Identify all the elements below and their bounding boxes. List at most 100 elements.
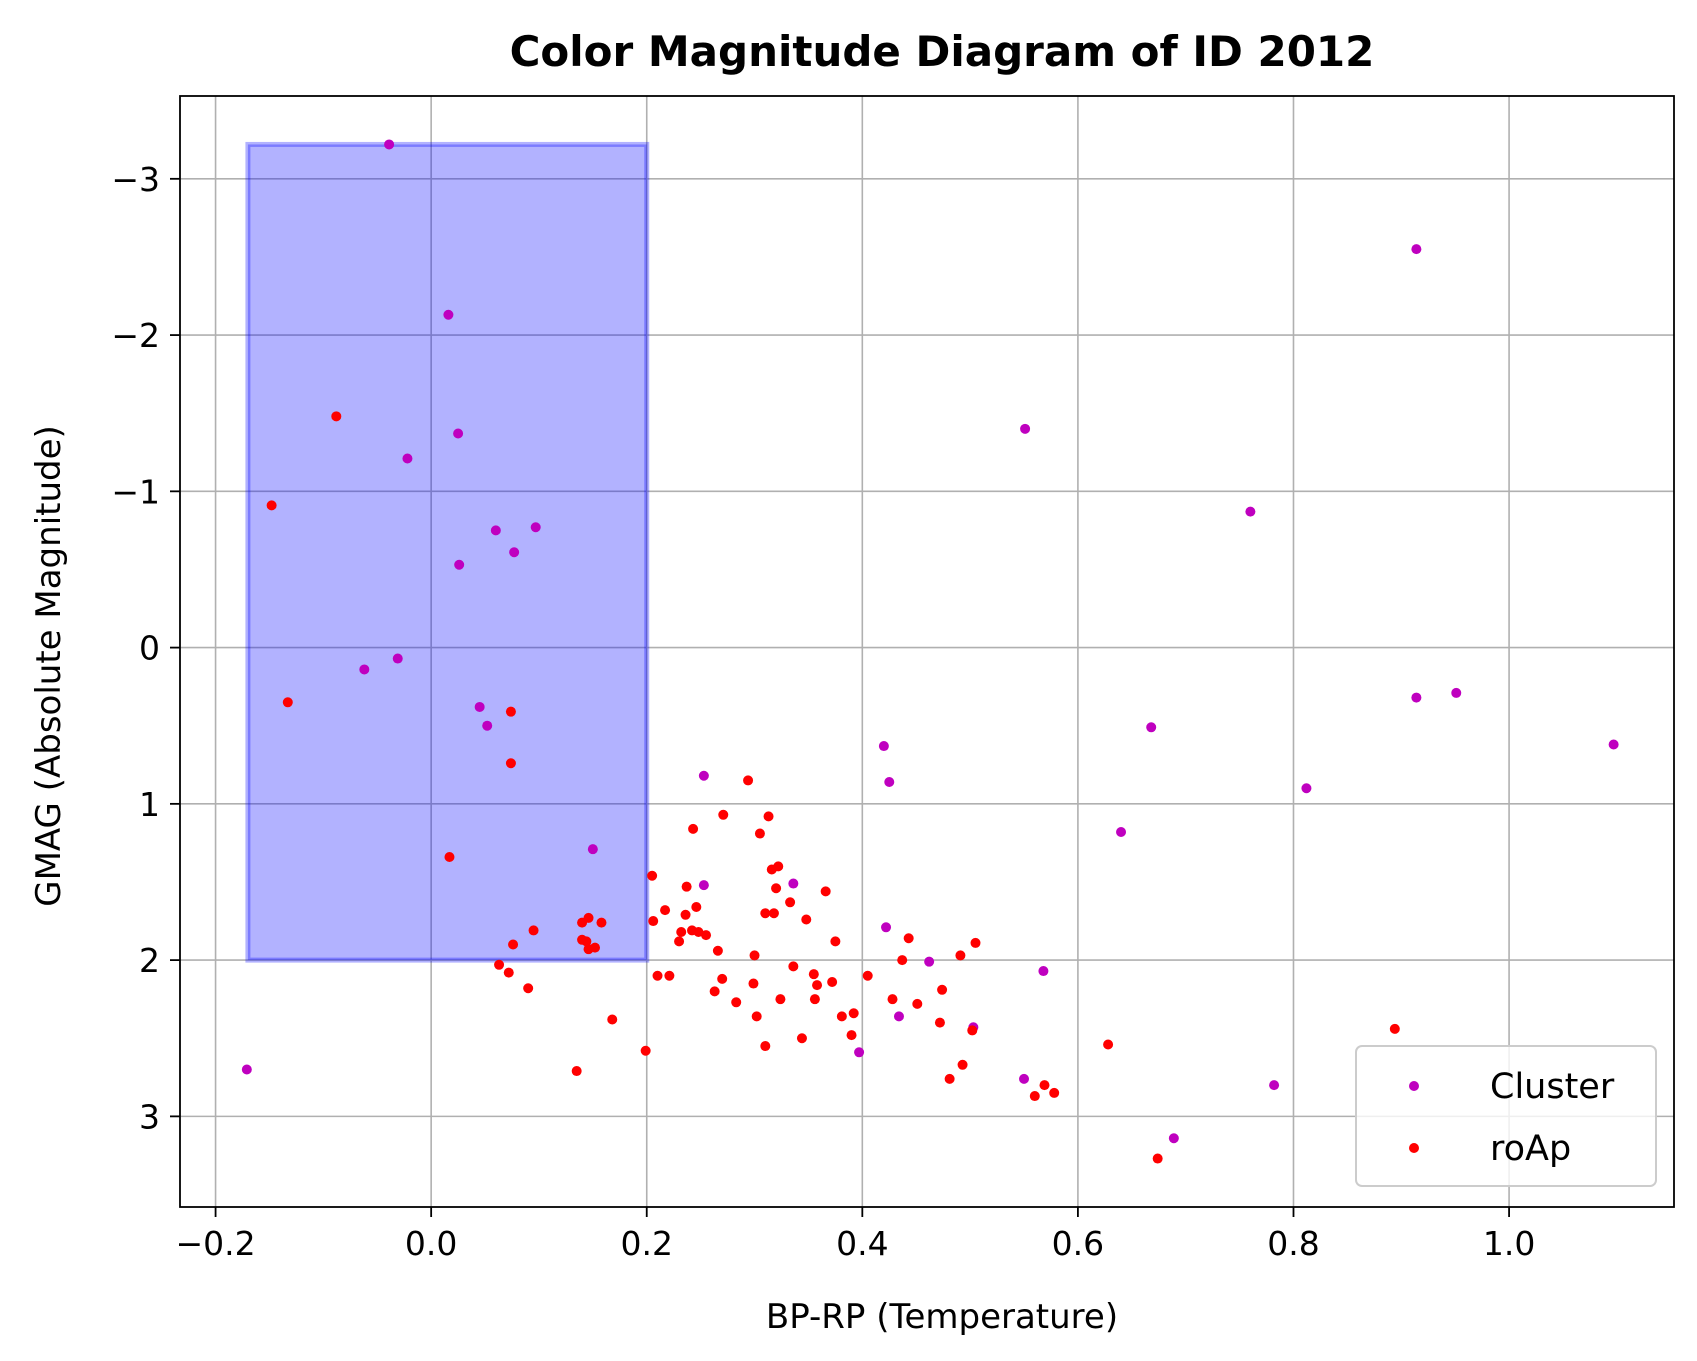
data-point-roap xyxy=(647,870,658,881)
data-point-roap xyxy=(505,706,516,717)
data-point-roap xyxy=(812,980,823,991)
data-point-roap xyxy=(751,1011,762,1022)
y-tick-label: −1 xyxy=(111,472,160,511)
data-point-cluster xyxy=(384,139,395,150)
data-point-roap xyxy=(709,986,720,997)
chart-title: Color Magnitude Diagram of ID 2012 xyxy=(510,27,1375,76)
data-point-roap xyxy=(523,983,534,994)
data-point-roap xyxy=(648,916,659,927)
data-point-cluster xyxy=(698,880,709,891)
y-axis-ticks: −3 −2 −1 0 1 2 3 xyxy=(111,160,180,1136)
data-point-roap xyxy=(701,930,712,941)
data-point-roap xyxy=(282,697,293,708)
y-axis-label: GMAG (Absolute Magnitude) xyxy=(29,425,69,907)
x-tick-label: 0.0 xyxy=(405,1224,457,1263)
data-point-roap xyxy=(681,881,692,892)
data-point-roap xyxy=(674,936,685,947)
data-point-roap xyxy=(577,917,588,928)
series-roap xyxy=(266,411,1400,1164)
legend: Cluster roAp xyxy=(1355,1045,1657,1187)
data-point-roap xyxy=(581,936,592,947)
data-point-roap xyxy=(749,950,760,961)
data-points xyxy=(241,139,1619,1164)
data-point-roap xyxy=(1029,1091,1040,1102)
data-point-cluster xyxy=(1038,966,1049,977)
x-tick-label: 0.2 xyxy=(620,1224,672,1263)
data-point-cluster xyxy=(490,525,501,536)
data-point-cluster xyxy=(1269,1080,1280,1091)
data-point-roap xyxy=(1152,1153,1163,1164)
data-point-cluster xyxy=(587,844,598,855)
data-point-cluster xyxy=(878,741,889,752)
data-point-roap xyxy=(763,811,774,822)
selection-box xyxy=(245,141,650,963)
data-point-roap xyxy=(688,823,699,834)
data-point-roap xyxy=(691,901,702,912)
data-point-cluster xyxy=(924,956,935,967)
legend-marker-roap xyxy=(1409,1143,1419,1153)
data-point-roap xyxy=(1049,1087,1060,1098)
data-point-roap xyxy=(775,994,786,1005)
data-point-roap xyxy=(827,976,838,987)
x-tick-label: 0.6 xyxy=(1052,1224,1104,1263)
data-point-roap xyxy=(528,925,539,936)
data-point-roap xyxy=(680,909,691,920)
data-point-cluster xyxy=(698,770,709,781)
data-point-cluster xyxy=(359,664,370,675)
data-point-roap xyxy=(760,908,771,919)
data-point-roap xyxy=(967,1025,978,1036)
grid xyxy=(180,96,1674,1207)
data-point-roap xyxy=(640,1045,651,1056)
legend-box xyxy=(1355,1045,1657,1187)
data-point-roap xyxy=(788,961,799,972)
data-point-cluster xyxy=(1146,722,1157,733)
data-point-cluster xyxy=(474,701,485,712)
data-point-cluster xyxy=(1451,687,1462,698)
data-point-roap xyxy=(809,994,820,1005)
data-point-cluster xyxy=(884,776,895,787)
data-point-roap xyxy=(676,926,687,937)
data-point-roap xyxy=(505,758,516,769)
y-tick-label: 3 xyxy=(139,1097,160,1136)
x-axis-label: BP-RP (Temperature) xyxy=(766,1297,1118,1337)
data-point-cluster xyxy=(893,1011,904,1022)
data-point-roap xyxy=(862,970,873,981)
data-point-cluster xyxy=(241,1064,252,1075)
data-point-cluster xyxy=(788,878,799,889)
data-point-roap xyxy=(731,997,742,1008)
data-point-roap xyxy=(717,973,728,984)
data-point-roap xyxy=(848,1008,859,1019)
data-point-roap xyxy=(970,937,981,948)
data-point-roap xyxy=(771,883,782,894)
data-point-roap xyxy=(660,905,671,916)
data-point-roap xyxy=(944,1073,955,1084)
data-point-cluster xyxy=(392,653,403,664)
data-point-roap xyxy=(846,1030,857,1041)
data-point-roap xyxy=(796,1033,807,1044)
data-point-roap xyxy=(596,917,607,928)
y-tick-label: 1 xyxy=(139,785,160,824)
data-point-cluster xyxy=(443,309,454,320)
data-point-roap xyxy=(836,1011,847,1022)
data-point-roap xyxy=(955,950,966,961)
data-point-roap xyxy=(897,955,908,966)
data-point-roap xyxy=(652,970,663,981)
data-point-cluster xyxy=(530,522,541,533)
data-point-roap xyxy=(607,1014,618,1025)
data-point-roap xyxy=(571,1066,582,1077)
series-cluster xyxy=(241,139,1619,1144)
data-point-roap xyxy=(887,994,898,1005)
data-point-cluster xyxy=(1019,1073,1030,1084)
data-point-roap xyxy=(903,933,914,944)
data-point-roap xyxy=(494,959,505,970)
data-point-roap xyxy=(693,926,704,937)
data-point-cluster xyxy=(453,428,464,439)
data-point-roap xyxy=(957,1059,968,1070)
data-point-roap xyxy=(1389,1023,1400,1034)
data-point-cluster xyxy=(881,922,892,933)
legend-label-roap: roAp xyxy=(1490,1129,1571,1169)
y-tick-label: −2 xyxy=(111,316,160,355)
data-point-cluster xyxy=(1116,826,1127,837)
data-point-roap xyxy=(773,861,784,872)
